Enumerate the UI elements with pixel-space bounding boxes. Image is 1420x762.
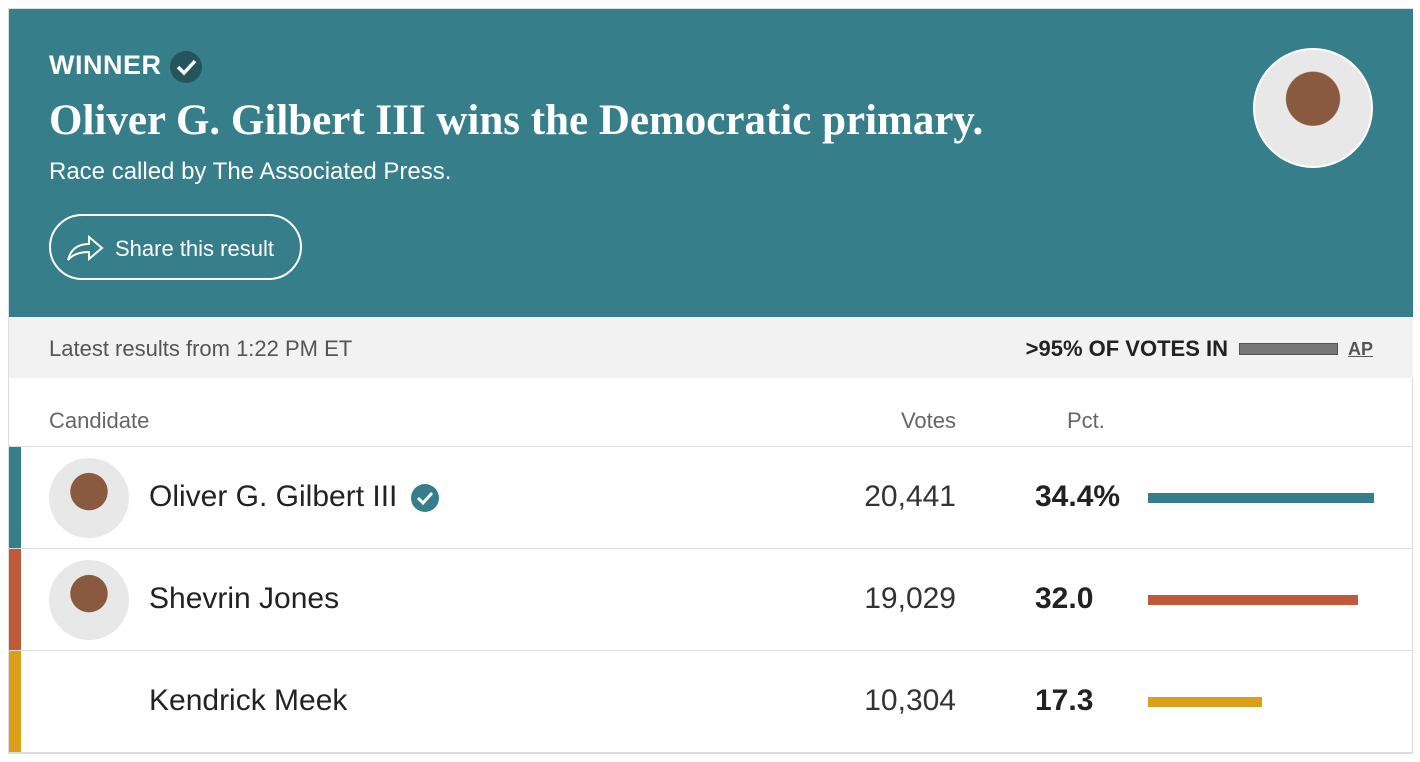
winner-check xyxy=(411,484,440,512)
headline: Oliver G. Gilbert III wins the Democrati… xyxy=(49,97,984,144)
vote-percent: 32.0 xyxy=(1035,582,1094,615)
candidate-name: Oliver G. Gilbert III xyxy=(149,480,398,513)
percent-bar xyxy=(1148,493,1374,503)
share-label: Share this result xyxy=(115,236,274,261)
winner-photo xyxy=(1253,48,1373,168)
candidate-name: Shevrin Jones xyxy=(149,582,340,615)
reporting-meter xyxy=(1239,343,1338,355)
share-button[interactable]: Share this result xyxy=(49,214,302,280)
candidate-photo xyxy=(49,458,129,538)
row-divider xyxy=(9,446,1413,447)
reporting-label: >95% OF VOTES IN xyxy=(1025,336,1228,361)
candidate-photo xyxy=(49,560,129,640)
column-header: Pct. xyxy=(1067,408,1105,433)
party-stripe xyxy=(9,447,21,548)
vote-percent: 34.4% xyxy=(1035,480,1121,513)
vote-percent: 17.3 xyxy=(1035,684,1094,717)
party-stripe xyxy=(9,549,21,650)
percent-bar xyxy=(1148,595,1359,605)
row-divider xyxy=(9,650,1413,651)
vote-count: 20,441 xyxy=(864,480,956,513)
source-link[interactable]: AP xyxy=(1348,339,1374,359)
subtitle: Race called by The Associated Press. xyxy=(49,158,452,185)
percent-bar xyxy=(1148,697,1262,707)
row-divider xyxy=(9,752,1413,753)
winner-label: WINNER xyxy=(49,50,162,80)
vote-count: 10,304 xyxy=(864,684,956,717)
column-header: Votes xyxy=(900,408,956,433)
winner-check xyxy=(170,51,202,83)
updated-time: Latest results from 1:22 PM ET xyxy=(49,336,353,361)
status-bar xyxy=(9,317,1413,378)
winner-header xyxy=(9,9,1413,317)
candidate-name: Kendrick Meek xyxy=(149,684,348,717)
column-header: Candidate xyxy=(49,408,150,433)
results-card xyxy=(8,8,1413,754)
vote-count: 19,029 xyxy=(864,582,956,615)
party-stripe xyxy=(9,651,21,752)
share-icon xyxy=(67,234,104,262)
row-divider xyxy=(9,548,1413,549)
